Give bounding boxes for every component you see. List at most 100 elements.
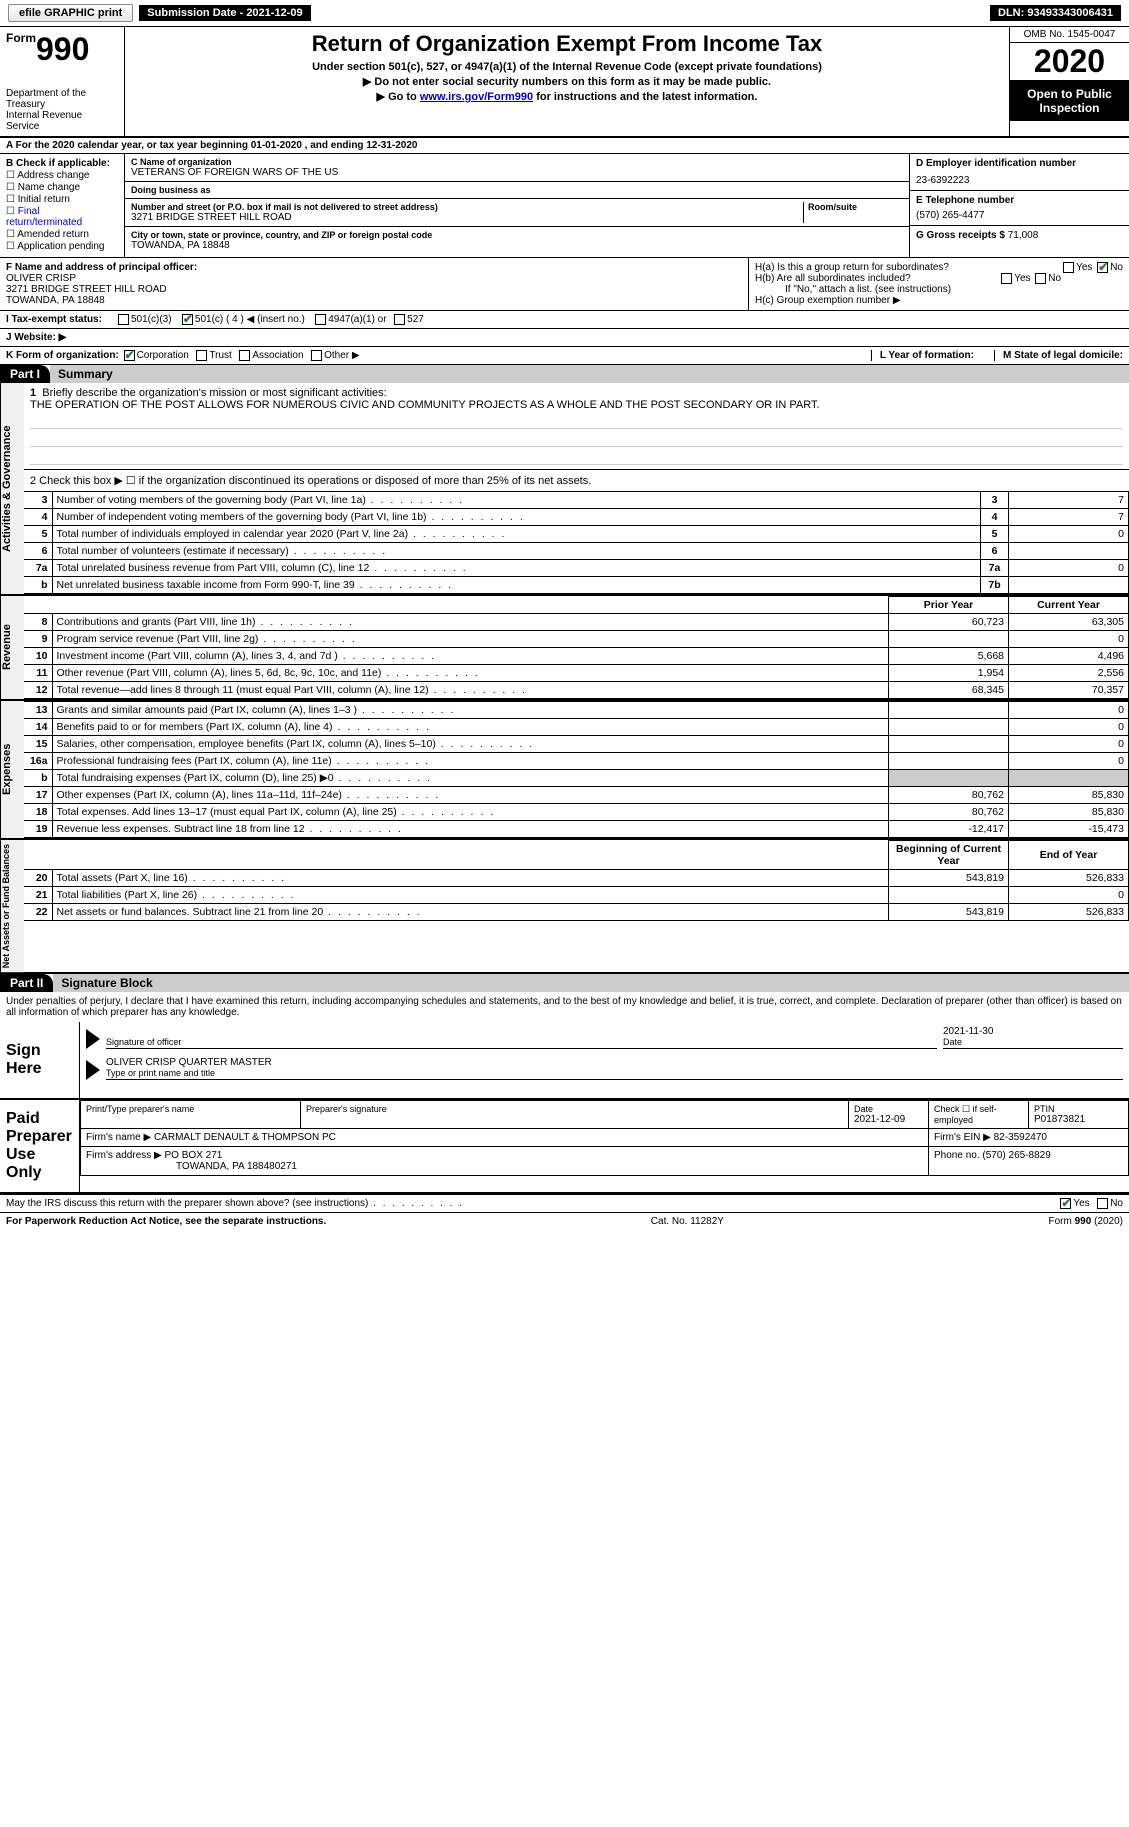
firm-phone-label: Phone no. [934,1150,980,1161]
table-row: b Total fundraising expenses (Part IX, c… [24,770,1129,787]
prior-year-header: Prior Year [889,597,1009,614]
officer-name: OLIVER CRISP [6,273,742,284]
box-f: F Name and address of principal officer:… [0,258,749,310]
firm-name-value: CARMALT DENAULT & THOMPSON PC [154,1132,336,1143]
department-label: Department of the Treasury Internal Reve… [6,88,118,132]
discuss-yes-checkbox[interactable] [1060,1198,1071,1209]
check-address-change[interactable]: ☐ Address change [6,170,118,181]
hb-note: If "No," attach a list. (see instruction… [755,284,1123,295]
check-final-return[interactable]: ☐ Final return/terminated [6,206,118,228]
box-d: D Employer identification number 23-6392… [910,154,1129,191]
phone-value: (570) 265-4477 [916,210,1123,221]
table-row: 19 Revenue less expenses. Subtract line … [24,821,1129,838]
part2-tab: Part II [0,974,53,992]
officer-sig-label: Signature of officer [106,1037,937,1047]
omb-number: OMB No. 1545-0047 [1010,27,1129,43]
ha-no-checkbox[interactable] [1097,262,1108,273]
table-row: 3 Number of voting members of the govern… [24,492,1129,509]
k-corp-checkbox[interactable] [124,350,135,361]
prep-selfemp-label[interactable]: Check ☐ if self-employed [934,1104,1023,1125]
check-amended-return[interactable]: ☐ Amended return [6,229,118,240]
check-application-pending[interactable]: ☐ Application pending [6,241,118,252]
prep-ptin-label: PTIN [1034,1104,1123,1114]
prep-ptin-value: P01873821 [1034,1114,1123,1125]
prep-date-value: 2021-12-09 [854,1114,923,1125]
header-sub2: ▶ Do not enter social security numbers o… [135,75,999,88]
ha-yes-checkbox[interactable] [1063,262,1074,273]
eoy-header: End of Year [1009,841,1129,870]
l-label: L Year of formation: [880,350,974,361]
footer-right: Form 990 (2020) [1049,1216,1123,1227]
hb-yes-checkbox[interactable] [1001,273,1012,284]
tax-period-row: A For the 2020 calendar year, or tax yea… [0,138,1129,154]
line2-block: 2 Check this box ▶ ☐ if the organization… [24,470,1129,491]
table-row: 10 Investment income (Part VIII, column … [24,648,1129,665]
check-name-change[interactable]: ☐ Name change [6,182,118,193]
efile-print-button[interactable]: efile GRAPHIC print [8,4,133,22]
preparer-left-label: Paid Preparer Use Only [0,1100,80,1192]
sub3-prefix: ▶ Go to [377,91,420,103]
sig-arrow-icon [86,1029,100,1049]
footer-center: Cat. No. 11282Y [651,1216,724,1227]
expenses-table: 13 Grants and similar amounts paid (Part… [24,701,1129,838]
ha-label: H(a) Is this a group return for subordin… [755,262,949,273]
table-row: 9 Program service revenue (Part VIII, li… [24,631,1129,648]
check-initial-return[interactable]: ☐ Initial return [6,194,118,205]
desc-line-3 [30,451,1123,465]
table-row: 12 Total revenue—add lines 8 through 11 … [24,682,1129,699]
form-header: Form990 Department of the Treasury Inter… [0,27,1129,138]
discuss-row: May the IRS discuss this return with the… [0,1194,1129,1212]
form-990-number: 990 [36,31,89,67]
k-trust-checkbox[interactable] [196,350,207,361]
gross-receipts-label: G Gross receipts $ [916,230,1005,241]
city-row: City or town, state or province, country… [125,227,909,254]
table-row: 7a Total unrelated business revenue from… [24,560,1129,577]
tax-status-label: I Tax-exempt status: [6,314,116,325]
dba-label: Doing business as [131,185,903,195]
part1-tab: Part I [0,365,50,383]
prep-sig-label: Preparer's signature [306,1104,843,1114]
table-row: 18 Total expenses. Add lines 13–17 (must… [24,804,1129,821]
box-b-header: B Check if applicable: [6,158,118,169]
city-value: TOWANDA, PA 18848 [131,240,903,251]
website-row: J Website: ▶ [0,329,1129,347]
sign-here-block: Sign Here Signature of officer 2021-11-3… [0,1022,1129,1100]
table-row: 17 Other expenses (Part IX, column (A), … [24,787,1129,804]
ein-value: 23-6392223 [916,175,1123,186]
sign-date-label: Date [943,1037,1123,1047]
header-sub1: Under section 501(c), 527, or 4947(a)(1)… [135,61,999,73]
expenses-block: Expenses 13 Grants and similar amounts p… [0,701,1129,840]
table-row: 5 Total number of individuals employed i… [24,526,1129,543]
line1-num: 1 [30,387,36,399]
501c3-checkbox[interactable] [118,314,129,325]
street-label: Number and street (or P.O. box if mail i… [131,202,803,212]
part1-header: Part I Summary [0,365,1129,383]
501c-checkbox[interactable] [182,314,193,325]
table-row: 21 Total liabilities (Part X, line 26) 0 [24,887,1129,904]
table-row: 4 Number of independent voting members o… [24,509,1129,526]
4947-checkbox[interactable] [315,314,326,325]
current-year-header: Current Year [1009,597,1129,614]
527-checkbox[interactable] [394,314,405,325]
expenses-side-label: Expenses [0,701,24,838]
hb-no-checkbox[interactable] [1035,273,1046,284]
line1-label: Briefly describe the organization's miss… [42,387,386,399]
k-assoc-checkbox[interactable] [239,350,250,361]
tax-year: 2020 [1010,43,1129,81]
table-row: 22 Net assets or fund balances. Subtract… [24,904,1129,921]
officer-signature-field[interactable]: Signature of officer [106,1037,937,1049]
firm-ein-value: 82-3592470 [994,1132,1047,1143]
officer-addr1: 3271 BRIDGE STREET HILL ROAD [6,284,742,295]
city-label: City or town, state or province, country… [131,230,903,240]
boy-header: Beginning of Current Year [889,841,1009,870]
box-de: D Employer identification number 23-6392… [909,154,1129,257]
officer-printed-name: OLIVER CRISP QUARTER MASTER [106,1057,1123,1068]
discuss-no-checkbox[interactable] [1097,1198,1108,1209]
desc-line-2 [30,433,1123,447]
dln-label: DLN: 93493343006431 [990,5,1121,21]
k-other-checkbox[interactable] [311,350,322,361]
revenue-table: Prior Year Current Year 8 Contributions … [24,596,1129,699]
instructions-link[interactable]: www.irs.gov/Form990 [420,91,533,103]
org-name: VETERANS OF FOREIGN WARS OF THE US [131,167,903,178]
header-left: Form990 Department of the Treasury Inter… [0,27,125,136]
